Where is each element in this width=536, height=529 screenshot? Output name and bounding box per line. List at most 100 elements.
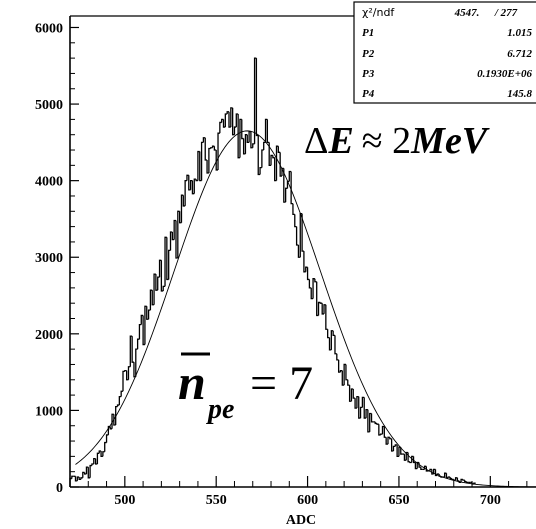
histogram-bin — [89, 464, 92, 478]
histogram-bin — [290, 171, 293, 205]
histogram-bin — [96, 452, 100, 465]
histogram-bars — [69, 57, 476, 487]
histogram-bin — [168, 249, 171, 280]
histogram-bin — [193, 178, 197, 194]
fit-stats-box: χ²/ndf 4547. / 277 P1 1.015 P2 6.712 P3 … — [353, 1, 536, 104]
histogram-bin — [306, 267, 310, 281]
histogram-bin — [389, 437, 392, 440]
histogram-bin — [456, 477, 460, 482]
y-tick-label: 4000 — [35, 175, 63, 190]
histogram-bin — [464, 480, 467, 483]
histogram-bin — [284, 187, 288, 203]
histogram-bin — [241, 119, 244, 140]
histogram-bin — [266, 119, 270, 144]
energy-unit: MeV — [410, 120, 490, 162]
param-value-p1: 1.015 — [507, 27, 532, 39]
histogram-bin — [295, 226, 299, 246]
histogram-bin — [449, 477, 452, 480]
y-tick-label: 2000 — [35, 328, 63, 343]
histogram-bin — [392, 445, 396, 451]
param-value-p4: 145.8 — [507, 88, 532, 100]
histogram-bin — [102, 451, 105, 457]
param-name-p4: P4 — [362, 88, 375, 100]
chi2-value: 4547. — [454, 7, 480, 19]
histogram-bin — [465, 481, 469, 484]
histogram-bin — [462, 479, 465, 481]
histogram-bin — [122, 370, 125, 392]
param-name-p3: P3 — [362, 68, 375, 80]
histogram-bin — [400, 447, 403, 455]
histogram-bin — [347, 379, 350, 386]
x-tick-label: 500 — [114, 493, 135, 508]
histogram-bin — [263, 141, 266, 151]
histogram-bin — [136, 338, 140, 350]
y-tick-label: 6000 — [35, 21, 63, 36]
histogram-bin — [224, 113, 228, 128]
histogram-bin — [259, 166, 262, 175]
y-tick-group: 0 1000 2000 3000 4000 5000 6000 — [35, 21, 79, 496]
histogram-bin — [420, 467, 423, 471]
photoelectron-annotation: n pe = 7 — [178, 352, 313, 425]
histogram-bin — [120, 390, 123, 397]
equals-seven: = 7 — [250, 357, 313, 410]
histogram-bin — [277, 146, 281, 153]
histogram-bin — [378, 424, 381, 436]
histogram-bin — [91, 463, 94, 466]
histogram-bin — [138, 323, 142, 340]
histogram-bin — [308, 279, 312, 289]
histogram-bin — [208, 147, 211, 173]
histogram-bin — [118, 395, 122, 406]
x-tick-label: 650 — [388, 493, 409, 508]
histogram-bin — [317, 301, 321, 316]
y-tick-label: 3000 — [35, 251, 63, 266]
y-tick-label: 0 — [56, 481, 63, 496]
histogram-bin — [69, 477, 72, 487]
histogram-bin — [334, 335, 337, 355]
histogram-bin — [374, 421, 378, 425]
param-value-p3: 0.1930E+06 — [477, 68, 532, 80]
x-tick-label: 700 — [480, 493, 501, 508]
histogram-bin — [116, 404, 120, 407]
histogram-bin — [272, 155, 275, 159]
histogram-bin — [376, 423, 379, 425]
histogram-bin — [213, 146, 217, 151]
histogram-bin — [252, 143, 255, 148]
histogram-bin — [327, 329, 330, 339]
histogram-bin — [131, 336, 134, 363]
histogram-bin — [292, 203, 295, 216]
histogram-bin — [314, 278, 317, 283]
histogram-bin — [217, 132, 220, 170]
param-name-p2: P2 — [362, 48, 375, 60]
energy-symbol: E — [327, 120, 353, 162]
delta-symbol: Δ — [304, 120, 328, 162]
histogram-bin — [380, 433, 383, 435]
energy-annotation: ΔE ≈ 2MeV — [304, 120, 490, 162]
histogram-bin — [325, 304, 328, 330]
histogram-bin — [219, 121, 222, 134]
pe-subscript: pe — [206, 394, 234, 425]
histogram-bin — [105, 434, 109, 443]
approx-relation: ≈ 2 — [362, 120, 411, 162]
histogram-bin — [184, 180, 187, 206]
x-tick-label: 550 — [206, 493, 227, 508]
histogram-bin — [451, 478, 454, 480]
histogram-bin — [370, 413, 374, 423]
histogram-bin — [255, 58, 259, 137]
histogram-bin — [210, 147, 213, 149]
histogram-bin — [233, 126, 237, 135]
histogram-bin — [345, 364, 348, 381]
histogram-bin — [147, 309, 151, 320]
chi2-ndf-label: χ²/ndf — [362, 6, 395, 19]
ndf-value: / 277 — [494, 7, 518, 19]
histogram-bin — [294, 214, 297, 228]
histogram-bin — [204, 137, 208, 161]
histogram-bin — [319, 302, 323, 304]
histogram-bin — [425, 466, 429, 472]
x-axis-title: ADC — [286, 513, 316, 528]
fit-curve — [75, 130, 536, 488]
histogram-bin — [352, 388, 356, 399]
param-name-p1: P1 — [362, 27, 374, 39]
param-value-p2: 6.712 — [507, 48, 532, 60]
histogram-bin — [261, 149, 264, 168]
